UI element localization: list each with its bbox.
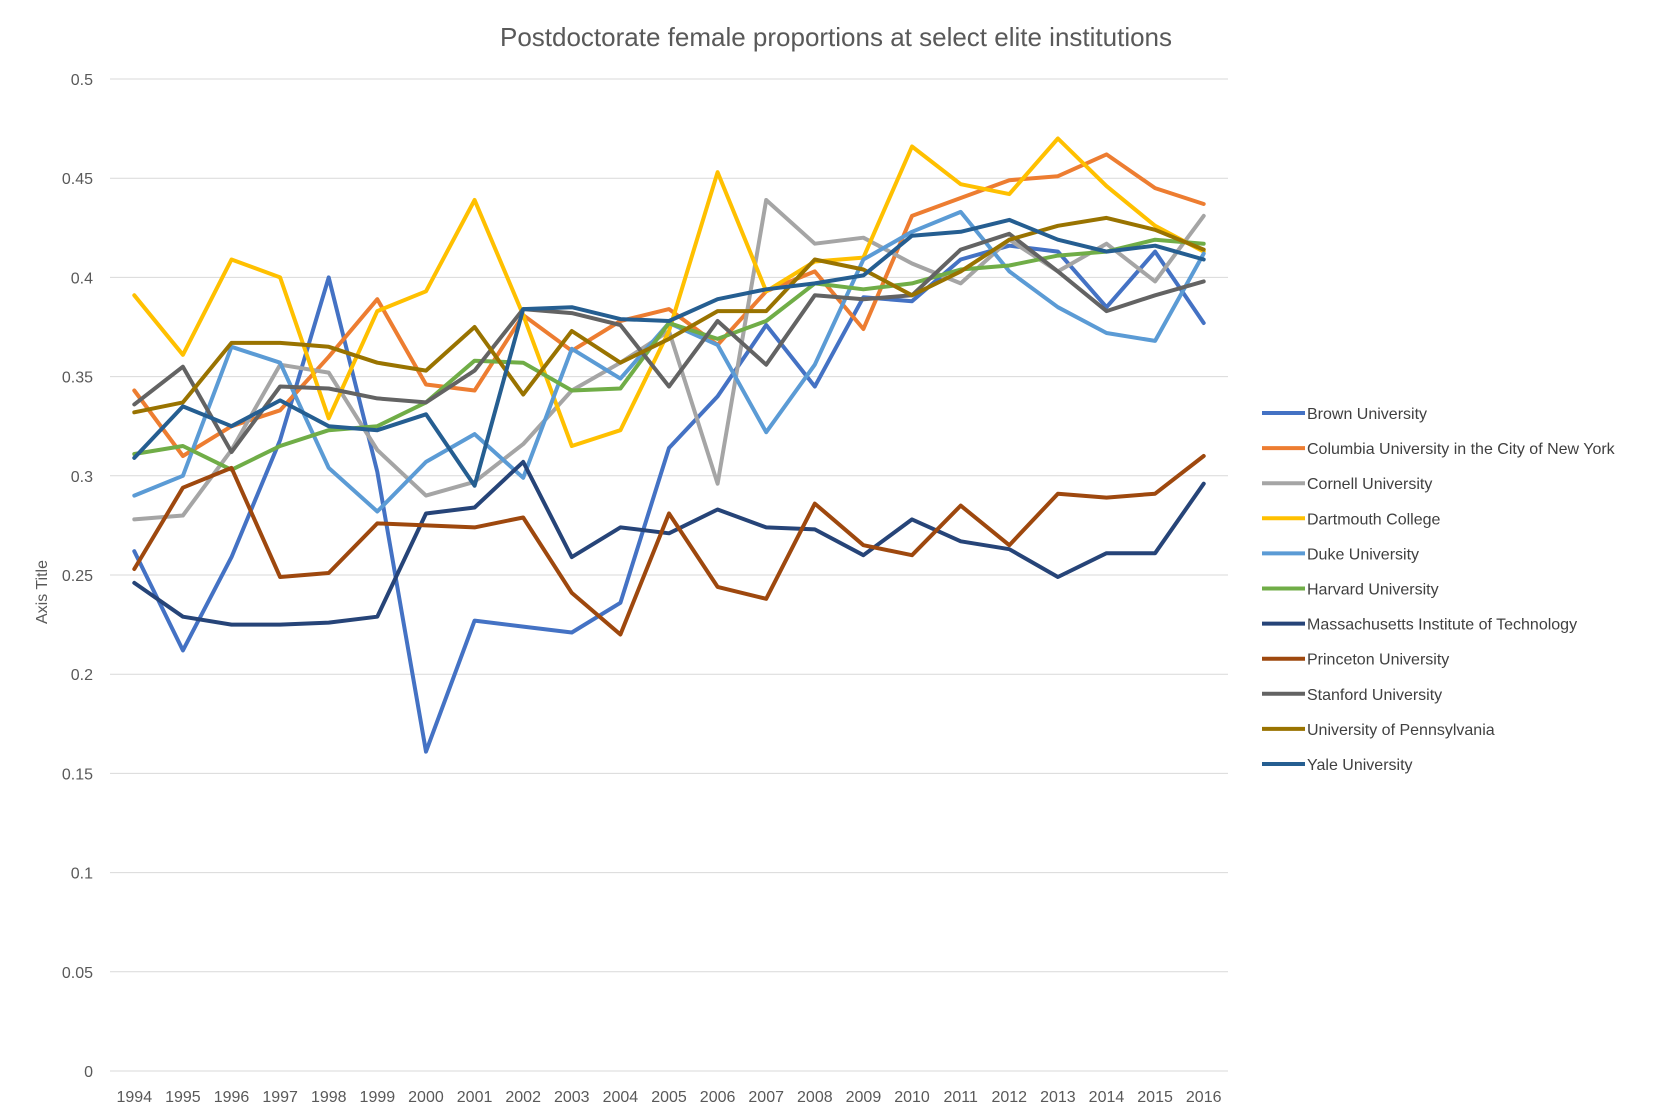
- y-tick-label: 0.4: [71, 270, 93, 287]
- x-tick-label: 2012: [991, 1089, 1027, 1106]
- series-line-columbia-university-in-the-city-of-new-york: [132, 152, 1206, 458]
- legend-label: Stanford University: [1307, 687, 1442, 704]
- legend-label: Brown University: [1307, 406, 1427, 423]
- y-tick-label: 0.35: [62, 370, 93, 387]
- x-tick-label: 2014: [1089, 1089, 1125, 1106]
- y-tick-label: 0.05: [62, 965, 93, 982]
- y-tick-label: 0.3: [71, 469, 93, 486]
- series-line-dartmouth-college: [132, 136, 1206, 448]
- y-tick-label: 0.5: [71, 72, 93, 89]
- x-tick-label: 2008: [797, 1089, 833, 1106]
- y-tick-label: 0.45: [62, 171, 93, 188]
- y-tick-label: 0: [84, 1064, 93, 1081]
- legend-label: Dartmouth College: [1307, 511, 1441, 528]
- chart-title: Postdoctorate female proportions at sele…: [500, 22, 1172, 52]
- x-tick-label: 2000: [408, 1089, 444, 1106]
- y-tick-label: 0.25: [62, 568, 93, 585]
- legend-label: Harvard University: [1307, 582, 1439, 599]
- x-tick-label: 2011: [943, 1089, 978, 1106]
- series-line-stanford-university: [132, 231, 1206, 454]
- x-tick-label: 1998: [311, 1089, 347, 1106]
- x-tick-label: 2013: [1040, 1089, 1076, 1106]
- x-tick-label: 2016: [1186, 1089, 1222, 1106]
- x-tick-label: 1996: [214, 1089, 250, 1106]
- x-tick-label: 2010: [894, 1089, 930, 1106]
- x-tick-label: 2009: [846, 1089, 882, 1106]
- x-tick-label: 1995: [165, 1089, 201, 1106]
- series-line-princeton-university: [132, 454, 1206, 637]
- legend-label: Yale University: [1307, 757, 1413, 774]
- legend-label: Princeton University: [1307, 652, 1449, 669]
- x-tick-label: 2005: [651, 1089, 687, 1106]
- x-tick-label: 1997: [262, 1089, 298, 1106]
- y-tick-label: 0.15: [62, 766, 93, 783]
- x-axis-ticks: 1994 1995 1996 1997 1998 1999 2000 2001 2002 2003…: [117, 1089, 1222, 1106]
- legend-label: Duke University: [1307, 546, 1419, 563]
- legend: Brown University Columbia University in t…: [1262, 406, 1616, 774]
- x-tick-label: 2001: [457, 1089, 493, 1106]
- y-tick-label: 0.1: [71, 866, 93, 883]
- x-tick-label: 1999: [360, 1089, 396, 1106]
- y-axis-ticks: 0 0.05 0.1 0.15 0.2 0.25 0.3 0.35 0.4 0.45 0.5: [62, 72, 93, 1081]
- legend-label: University of Pennsylvania: [1307, 722, 1495, 739]
- legend-label: Cornell University: [1307, 476, 1432, 493]
- legend-label: Massachusetts Institute of Technology: [1307, 617, 1577, 634]
- x-tick-label: 2006: [700, 1089, 736, 1106]
- x-tick-label: 2007: [748, 1089, 784, 1106]
- x-tick-label: 2003: [554, 1089, 590, 1106]
- series-line-harvard-university: [132, 237, 1206, 472]
- x-tick-label: 2015: [1137, 1089, 1173, 1106]
- x-tick-label: 2002: [505, 1089, 541, 1106]
- y-tick-label: 0.2: [71, 667, 93, 684]
- series-line-university-of-pennsylvania: [132, 215, 1206, 415]
- y-axis-title: Axis Title: [34, 560, 51, 624]
- x-tick-label: 1994: [117, 1089, 153, 1106]
- series-line-massachusetts-institute-of-technology: [132, 459, 1206, 627]
- legend-label: Columbia University in the City of New Y…: [1307, 441, 1616, 458]
- series-lines: [132, 136, 1206, 754]
- x-tick-label: 2004: [603, 1089, 639, 1106]
- series-line-yale-university: [132, 217, 1206, 488]
